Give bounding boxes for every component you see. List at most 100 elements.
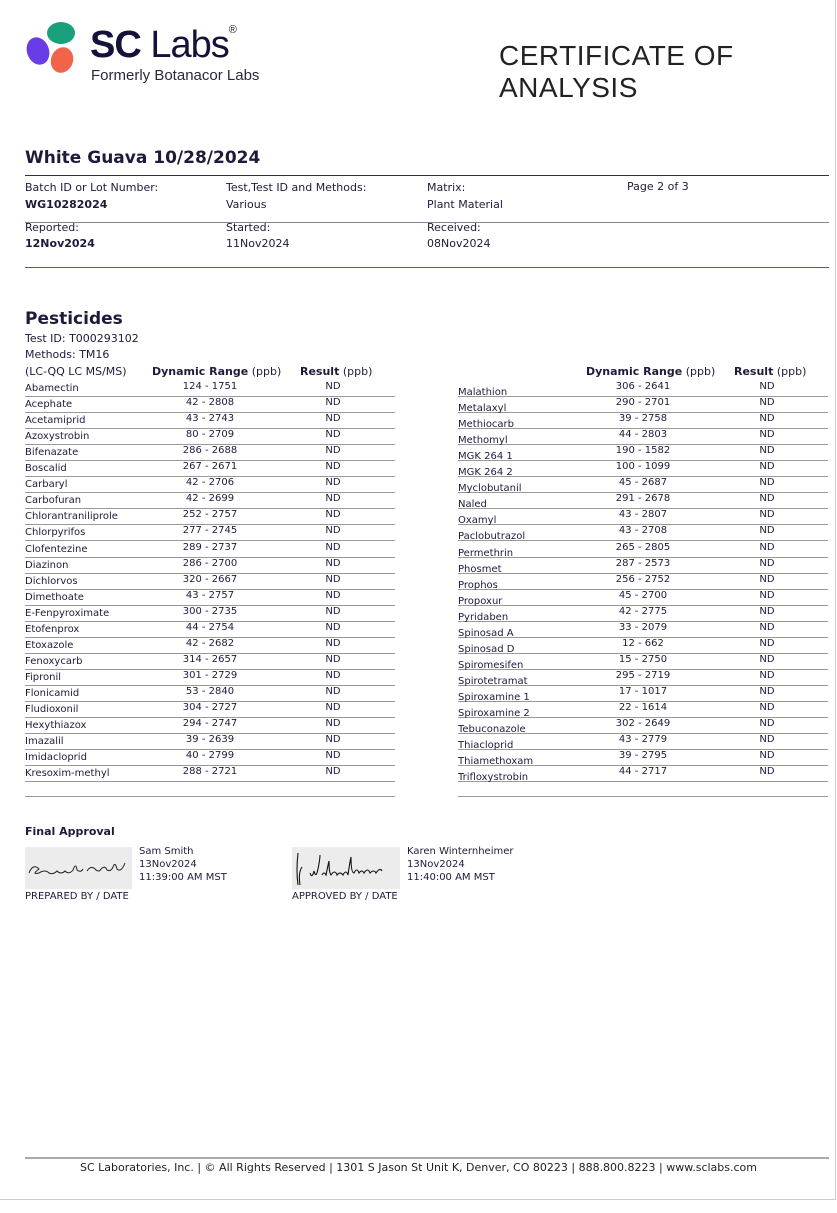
result: ND [759,685,775,697]
table-row: Spiromesifen 15 - 2750 ND [458,653,828,671]
footer-text: SC Laboratories, Inc. | © All Rights Res… [79,1161,758,1174]
result: ND [759,557,775,569]
table-row: Imidacloprid 40 - 2799 ND [25,749,395,767]
table-row: Spinosad A 33 - 2079 ND [458,621,828,639]
result: ND [759,429,775,441]
table-row: Trifloxystrobin 44 - 2717 ND [458,765,828,783]
analyte-name: MGK 264 2 [458,467,513,479]
result: ND [759,461,775,473]
table-row: Diazinon 286 - 2700 ND [25,557,395,574]
result: ND [759,573,775,585]
result: ND [759,493,775,505]
divider [25,267,829,268]
result: ND [759,381,775,392]
result: ND [325,541,341,553]
dynamic-range: 22 - 1614 [618,702,668,713]
analyte-name: Spinosad D [458,643,515,655]
started-value: 11Nov2024 [226,237,290,250]
dynamic-range: 252 - 2757 [182,509,238,521]
table-row: Myclobutanil 45 - 2687 ND [458,476,828,495]
table-row: Etoxazole 42 - 2682 ND [25,637,395,654]
divider [25,796,395,797]
prepared-name: Sam Smith [139,846,194,857]
analyte-name: Etoxazole [25,639,74,651]
result: ND [759,734,775,746]
dynamic-range: 42 - 2682 [185,637,235,649]
dynamic-range: 53 - 2840 [185,685,235,697]
result: ND [325,509,341,521]
table-row: Hexythiazox 294 - 2747 ND [25,717,395,735]
analyte-name: Bifenazate [25,447,79,459]
dynamic-range: 39 - 2758 [618,413,668,425]
dynamic-range: 15 - 2750 [618,653,668,665]
table-row: Chlorantraniliprole 252 - 2757 ND [25,508,395,526]
result: ND [325,573,341,585]
result: ND [759,477,775,489]
result: ND [325,766,341,778]
dynamic-range: 43 - 2779 [618,734,668,746]
footer-divider [25,1157,829,1159]
analyte-name: Spiroxamine 1 [458,691,530,703]
analyte-name: Phosmet [458,563,502,575]
analyte-name: Tebuconazole [458,724,526,736]
sample-title: White Guava 10/28/2024 [25,148,261,168]
dynamic-range: 277 - 2745 [182,525,238,537]
analyte-name: Malathion [458,387,508,398]
methods: Methods: TM16 [25,348,110,361]
dynamic-range: 44 - 2754 [185,621,235,633]
dynamic-range: 42 - 2699 [185,493,235,505]
instrument: (LC-QQ LC MS/MS) [25,365,127,378]
test-label: Test,Test ID and Methods: [226,181,367,194]
table-row: Thiamethoxam 39 - 2795 ND [458,749,828,767]
analyte-name: Carbaryl [25,479,68,491]
table-row: Boscalid 267 - 2671 ND [25,460,395,478]
dynamic-range: 44 - 2803 [618,429,668,441]
analyte-name: Flonicamid [25,687,80,699]
dynamic-range: 42 - 2808 [185,397,235,409]
result: ND [325,589,341,601]
result: ND [325,750,341,762]
dynamic-range: 265 - 2805 [615,541,671,553]
analyte-name: Acephate [25,399,73,411]
dynamic-range: 291 - 2678 [615,493,671,505]
result: ND [759,702,775,713]
analyte-name: Imazalil [25,736,64,748]
analyte-name: Methomyl [458,435,508,447]
result: ND [325,653,341,665]
table-row: Acephate 42 - 2808 ND [25,396,395,414]
sc-labs-logo-icon [26,22,75,73]
dynamic-range: 304 - 2727 [182,702,238,713]
dynamic-range: 45 - 2700 [618,589,668,601]
dynamic-range: 17 - 1017 [618,685,668,697]
dynamic-range: 320 - 2667 [182,573,238,585]
table-row: Clofentezine 289 - 2737 ND [25,541,395,558]
dynamic-range: 302 - 2649 [615,718,671,730]
table-row: Spiroxamine 2 22 - 1614 ND [458,701,828,719]
analyte-name: Metalaxyl [458,403,507,415]
divider [25,175,829,176]
table-row: Metalaxyl 290 - 2701 ND [458,396,828,415]
result: ND [759,525,775,537]
prepared-label: PREPARED BY / DATE [25,891,129,902]
started-label: Started: [226,221,271,234]
analyte-name: Thiacloprid [458,740,514,752]
divider [458,796,828,797]
table-row: Phosmet 287 - 2573 ND [458,557,828,575]
result: ND [759,653,775,665]
dynamic-range: 286 - 2700 [182,557,238,569]
analyte-name: Dimethoate [25,591,84,603]
dynamic-range: 289 - 2737 [182,541,238,553]
analyte-name: Myclobutanil [458,483,522,495]
analyte-name: Imidacloprid [25,752,87,764]
final-approval-title: Final Approval [25,825,115,838]
analyte-name: Hexythiazox [25,720,87,732]
result: ND [325,525,341,537]
table-row: Etofenprox 44 - 2754 ND [25,621,395,638]
result: ND [325,477,341,489]
analyte-name: Acetamiprid [25,415,86,427]
table-row: Fludioxonil 304 - 2727 ND [25,701,395,718]
result: ND [325,605,341,617]
dynamic-range: 124 - 1751 [182,381,238,392]
analyte-name: Boscalid [25,463,67,475]
col-header-range: Dynamic Range (ppb) [152,365,282,378]
